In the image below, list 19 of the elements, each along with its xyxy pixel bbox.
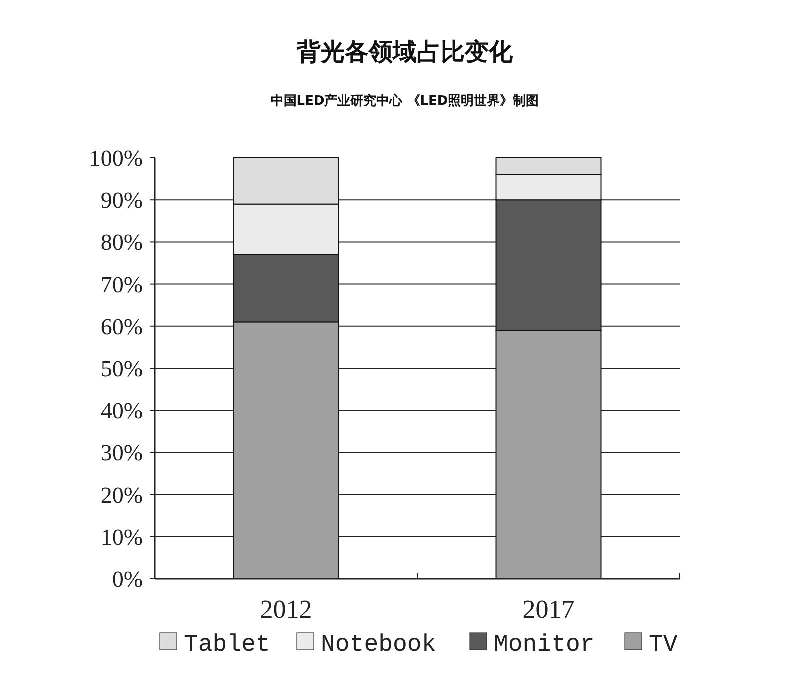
x-tick-label: 2017	[522, 595, 575, 624]
legend-label: Notebook	[321, 632, 436, 659]
y-tick-label: 90%	[100, 188, 143, 214]
y-tick-label: 20%	[100, 482, 143, 508]
y-tick-label: 60%	[100, 314, 143, 340]
y-tick-label: 40%	[100, 398, 143, 424]
x-tick-label: 2012	[260, 595, 312, 624]
y-tick-label: 30%	[100, 440, 143, 466]
legend-label: TV	[649, 632, 678, 659]
y-tick-label: 50%	[100, 356, 143, 382]
chart-subtitle: 中国LED产业研究中心 《LED照明世界》制图	[270, 93, 540, 109]
chart-title: 背光各领域占比变化	[296, 38, 514, 66]
legend-label: Tablet	[184, 632, 270, 659]
y-tick-label: 0%	[112, 567, 143, 592]
y-tick-label: 10%	[100, 524, 143, 550]
y-tick-label: 80%	[100, 230, 143, 256]
legend-label: Monitor	[494, 632, 595, 659]
y-tick-label: 70%	[100, 272, 143, 298]
y-tick-label: 100%	[89, 146, 143, 171]
